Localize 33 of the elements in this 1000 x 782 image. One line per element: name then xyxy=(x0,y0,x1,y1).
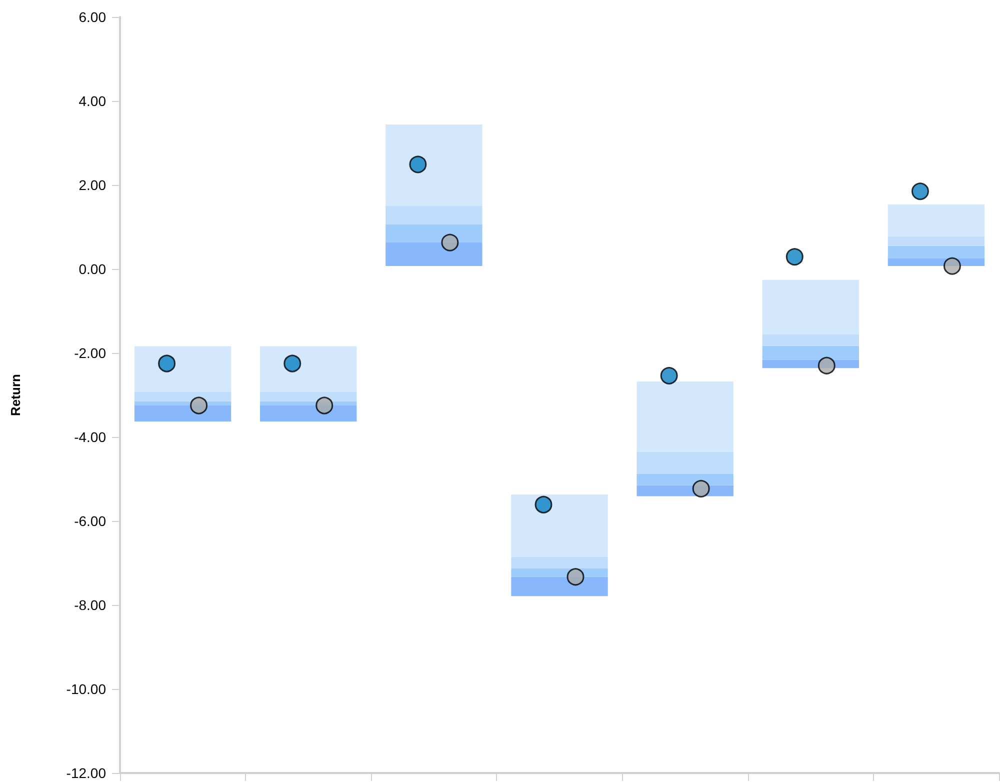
bar xyxy=(134,392,232,402)
bar xyxy=(888,236,985,246)
bar xyxy=(762,280,859,334)
y-axis-title: Return xyxy=(8,374,23,416)
bar xyxy=(762,346,859,360)
y-tick-label: -4.00 xyxy=(74,429,106,445)
y-tick-label: -6.00 xyxy=(74,513,106,529)
bar xyxy=(260,346,357,392)
bar xyxy=(260,392,357,402)
bar xyxy=(888,204,985,236)
y-tick-label: 0.00 xyxy=(78,261,106,277)
y-tick-label: -12.00 xyxy=(66,765,106,781)
y-tick-label: -10.00 xyxy=(66,681,106,697)
bar xyxy=(511,494,608,557)
bar xyxy=(386,224,482,242)
bar xyxy=(888,246,985,258)
y-tick-label: 4.00 xyxy=(78,93,106,109)
bar xyxy=(511,576,608,596)
bar xyxy=(260,406,357,422)
bar xyxy=(762,334,859,346)
bar xyxy=(386,124,482,206)
y-tick-label: -2.00 xyxy=(74,345,106,361)
bar xyxy=(134,406,232,422)
y-tick-label: 6.00 xyxy=(78,9,106,25)
bar xyxy=(386,242,482,266)
bar xyxy=(636,452,734,474)
bar xyxy=(134,346,232,392)
bar xyxy=(386,206,482,224)
y-tick-label: -8.00 xyxy=(74,597,106,613)
bar xyxy=(636,382,734,452)
y-tick-label: 2.00 xyxy=(78,177,106,193)
bar xyxy=(636,474,734,486)
bar xyxy=(511,556,608,568)
